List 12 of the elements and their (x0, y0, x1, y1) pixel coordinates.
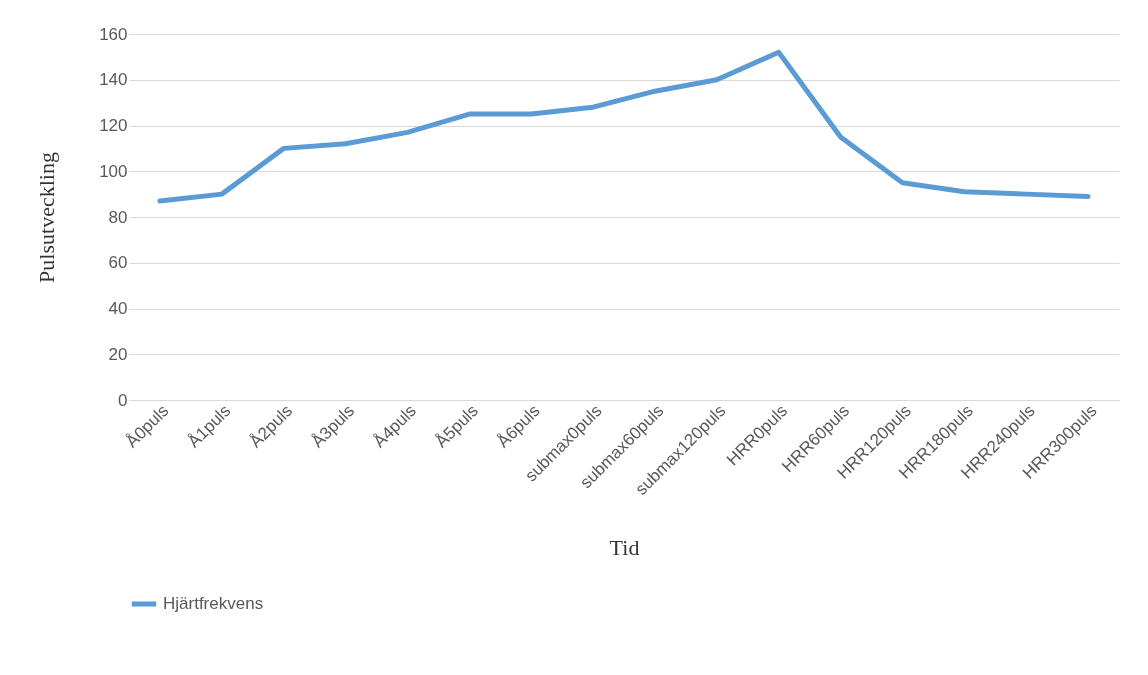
y-tick-label: 80 (108, 207, 128, 227)
y-tick-label: 60 (108, 253, 128, 273)
y-tick-label: 100 (99, 161, 128, 181)
y-tick-label: 140 (99, 70, 128, 90)
y-axis-title: Pulsutveckling (34, 152, 60, 283)
legend-label: Hjärtfrekvens (163, 594, 264, 613)
y-tick-label: 0 (118, 390, 128, 410)
y-tick-label: 160 (99, 24, 128, 44)
x-axis-title: Tid (609, 535, 640, 561)
y-tick-label: 40 (108, 299, 128, 318)
y-tick-label: 20 (108, 344, 128, 364)
y-tick-label: 120 (99, 116, 128, 135)
